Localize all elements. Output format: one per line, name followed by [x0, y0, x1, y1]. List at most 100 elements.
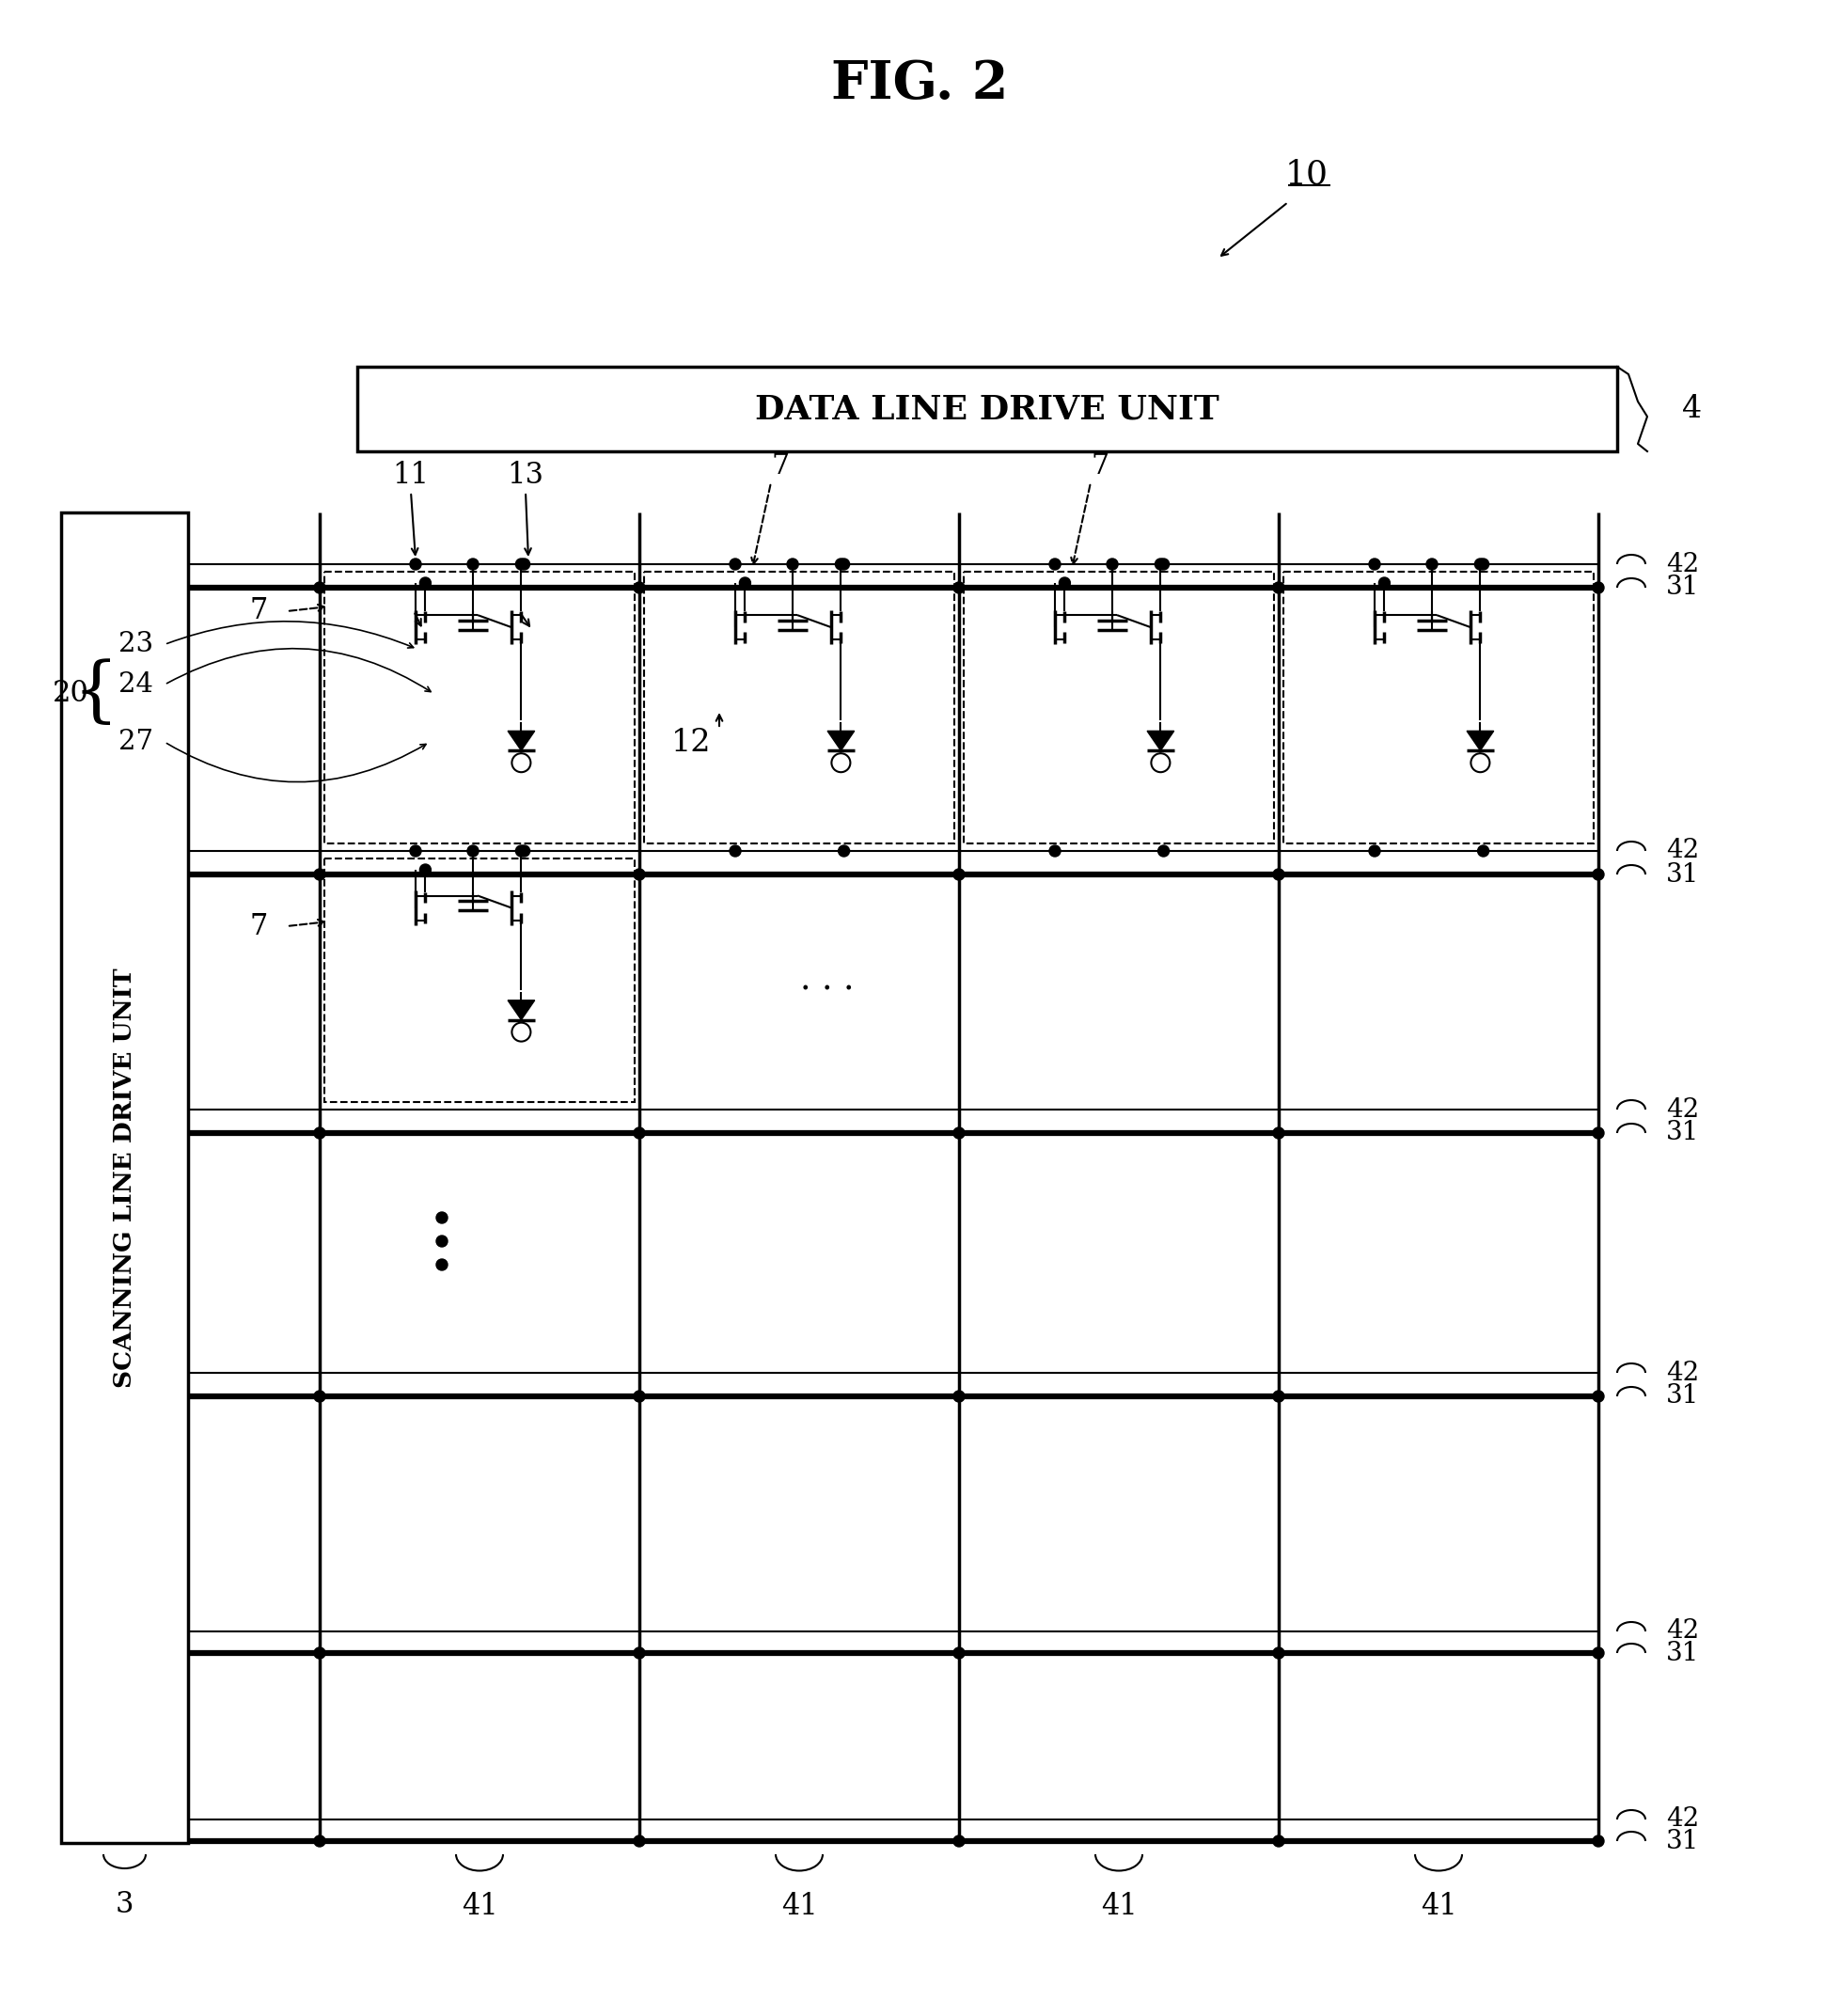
Bar	[357, 367, 1617, 452]
Circle shape	[839, 558, 850, 571]
Circle shape	[1157, 558, 1168, 571]
Text: FIG. 2: FIG. 2	[832, 58, 1008, 111]
Circle shape	[953, 1835, 964, 1847]
Circle shape	[410, 845, 421, 857]
Text: 41: 41	[1100, 1893, 1137, 1921]
Circle shape	[730, 845, 742, 857]
Circle shape	[420, 577, 431, 589]
Text: 3: 3	[116, 1889, 134, 1919]
Circle shape	[467, 845, 478, 857]
Text: 23: 23	[120, 631, 155, 657]
Circle shape	[1593, 583, 1604, 593]
Circle shape	[839, 845, 850, 857]
Circle shape	[512, 1022, 530, 1042]
Text: 31: 31	[1667, 1121, 1700, 1145]
Text: {: {	[74, 659, 120, 728]
Circle shape	[1049, 845, 1060, 857]
Text: 7: 7	[1091, 452, 1110, 480]
Circle shape	[835, 558, 846, 571]
Text: 4: 4	[1682, 393, 1702, 423]
Text: 20: 20	[52, 679, 88, 708]
Polygon shape	[508, 1000, 535, 1020]
Text: 11: 11	[392, 460, 429, 490]
Circle shape	[515, 845, 526, 857]
Bar	[1282, 573, 1593, 843]
Bar	[61, 512, 188, 1843]
Text: 31: 31	[1667, 575, 1700, 601]
Text: DATA LINE DRIVE UNIT: DATA LINE DRIVE UNIT	[754, 393, 1220, 425]
Text: 27: 27	[120, 730, 155, 756]
Circle shape	[1593, 869, 1604, 881]
Circle shape	[1106, 558, 1119, 571]
Circle shape	[512, 754, 530, 772]
Circle shape	[633, 1391, 646, 1401]
Circle shape	[1273, 1647, 1284, 1659]
Circle shape	[740, 577, 751, 589]
Text: 42: 42	[1667, 1361, 1700, 1385]
Circle shape	[1273, 1391, 1284, 1401]
Circle shape	[1378, 577, 1389, 589]
Circle shape	[315, 1391, 326, 1401]
Text: . . .: . . .	[800, 964, 854, 996]
Circle shape	[1478, 845, 1489, 857]
Circle shape	[515, 558, 526, 571]
Circle shape	[1273, 583, 1284, 593]
Circle shape	[1593, 1835, 1604, 1847]
Circle shape	[1060, 577, 1071, 589]
Circle shape	[436, 1212, 447, 1224]
Bar	[644, 573, 955, 843]
Circle shape	[1478, 558, 1489, 571]
Text: 42: 42	[1667, 1619, 1700, 1645]
Text: 12: 12	[672, 728, 710, 758]
Text: 42: 42	[1667, 552, 1700, 577]
Circle shape	[1273, 1127, 1284, 1139]
Bar	[964, 573, 1273, 843]
Circle shape	[1157, 845, 1168, 857]
Text: 13: 13	[508, 460, 545, 490]
Circle shape	[1593, 1127, 1604, 1139]
Circle shape	[633, 1835, 646, 1847]
Circle shape	[1369, 845, 1380, 857]
Circle shape	[1426, 558, 1437, 571]
Circle shape	[1593, 1647, 1604, 1659]
Circle shape	[436, 1260, 447, 1270]
Circle shape	[436, 1236, 447, 1246]
Bar	[324, 859, 635, 1103]
Bar	[324, 573, 635, 843]
Circle shape	[832, 754, 850, 772]
Circle shape	[1593, 1391, 1604, 1401]
Circle shape	[1470, 754, 1490, 772]
Circle shape	[953, 1391, 964, 1401]
Circle shape	[1156, 558, 1167, 571]
Text: SCANNING LINE DRIVE UNIT: SCANNING LINE DRIVE UNIT	[112, 968, 136, 1387]
Text: 24: 24	[120, 671, 155, 698]
Text: 42: 42	[1667, 839, 1700, 863]
Circle shape	[1273, 869, 1284, 881]
Text: 7: 7	[250, 597, 269, 625]
Text: 42: 42	[1667, 1806, 1700, 1833]
Circle shape	[953, 869, 964, 881]
Circle shape	[1474, 558, 1487, 571]
Text: 31: 31	[1667, 1829, 1700, 1855]
Circle shape	[1049, 558, 1060, 571]
Text: 7: 7	[771, 452, 789, 480]
Circle shape	[420, 865, 431, 875]
Polygon shape	[1466, 732, 1494, 750]
Circle shape	[467, 558, 478, 571]
Text: 31: 31	[1667, 861, 1700, 887]
Circle shape	[633, 869, 646, 881]
Circle shape	[788, 558, 799, 571]
Circle shape	[953, 1127, 964, 1139]
Text: 41: 41	[780, 1893, 817, 1921]
Text: 10: 10	[1286, 157, 1328, 190]
Text: 31: 31	[1667, 1383, 1700, 1409]
Circle shape	[315, 1835, 326, 1847]
Circle shape	[633, 583, 646, 593]
Circle shape	[953, 1647, 964, 1659]
Text: 41: 41	[1420, 1893, 1457, 1921]
Circle shape	[519, 558, 530, 571]
Circle shape	[1369, 558, 1380, 571]
Text: 31: 31	[1667, 1641, 1700, 1665]
Circle shape	[315, 869, 326, 881]
Text: 7: 7	[250, 911, 269, 941]
